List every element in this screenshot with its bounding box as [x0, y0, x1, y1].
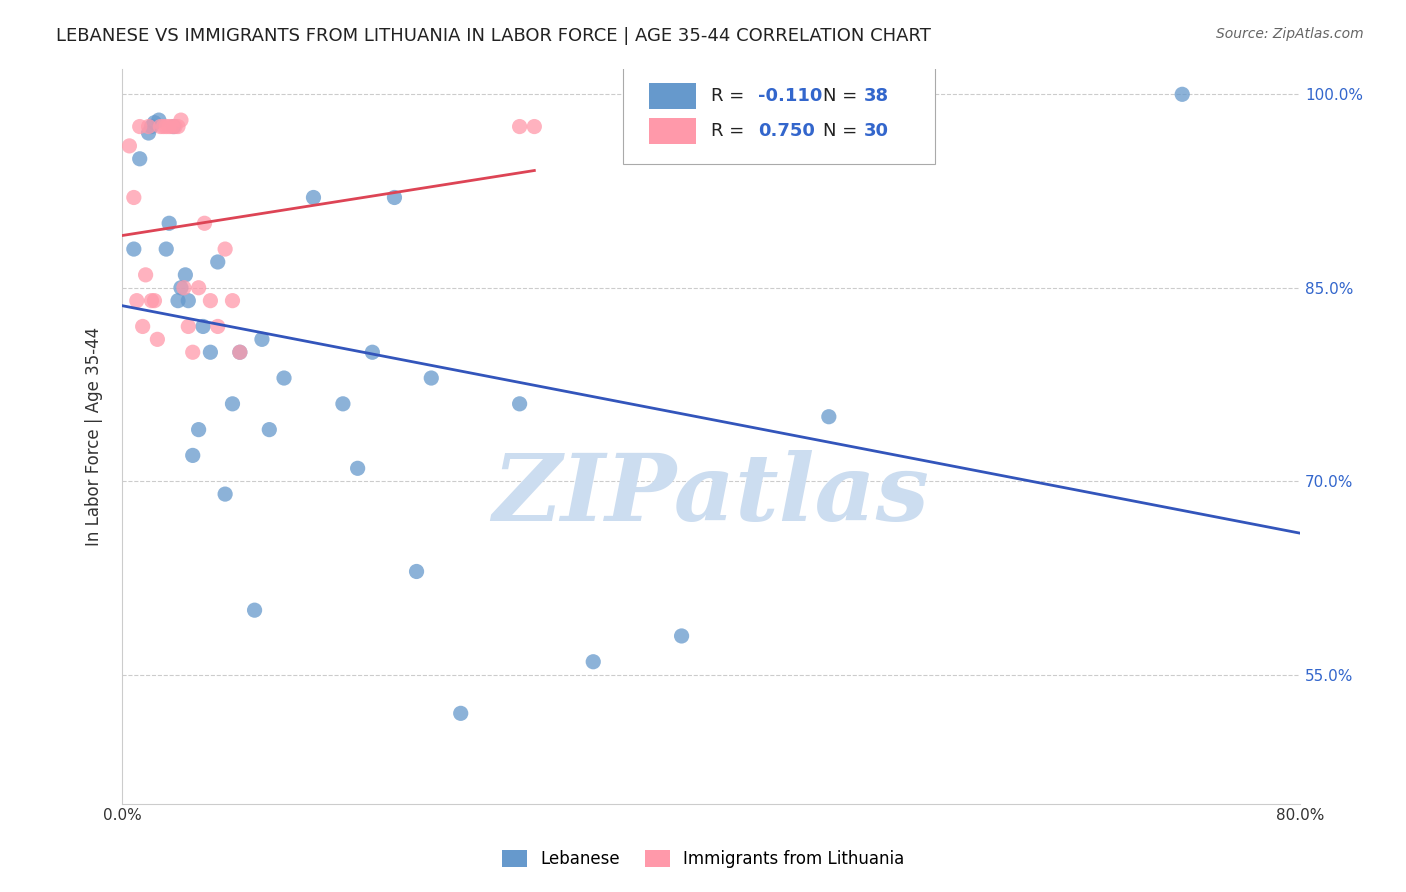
- Point: [229, 345, 252, 359]
- Point: [420, 371, 443, 385]
- Point: [167, 120, 190, 134]
- Text: R =: R =: [711, 87, 749, 105]
- Point: [143, 293, 166, 308]
- Text: N =: N =: [823, 122, 863, 140]
- Point: [118, 139, 141, 153]
- Point: [122, 242, 145, 256]
- Point: [221, 293, 243, 308]
- Point: [148, 113, 170, 128]
- FancyBboxPatch shape: [623, 65, 935, 164]
- Point: [177, 319, 200, 334]
- Text: Source: ZipAtlas.com: Source: ZipAtlas.com: [1216, 27, 1364, 41]
- Point: [174, 268, 197, 282]
- Point: [405, 565, 427, 579]
- Text: ZIPatlas: ZIPatlas: [492, 450, 929, 540]
- Point: [149, 120, 172, 134]
- Point: [155, 242, 177, 256]
- Point: [152, 120, 174, 134]
- Point: [187, 281, 209, 295]
- Point: [214, 242, 236, 256]
- Point: [200, 345, 222, 359]
- Point: [157, 120, 180, 134]
- Point: [167, 293, 190, 308]
- Point: [221, 397, 243, 411]
- Point: [250, 332, 273, 346]
- Point: [128, 120, 150, 134]
- Bar: [648, 83, 696, 109]
- Point: [200, 293, 222, 308]
- Point: [141, 120, 163, 134]
- Point: [384, 190, 406, 204]
- Point: [122, 190, 145, 204]
- Point: [214, 487, 236, 501]
- Point: [138, 120, 160, 134]
- Point: [187, 423, 209, 437]
- Point: [125, 293, 148, 308]
- Point: [157, 216, 180, 230]
- Point: [817, 409, 839, 424]
- Point: [450, 706, 472, 721]
- Point: [229, 345, 252, 359]
- Point: [191, 319, 214, 334]
- Point: [1171, 87, 1194, 102]
- Point: [170, 281, 193, 295]
- Point: [160, 120, 183, 134]
- Point: [170, 113, 193, 128]
- Point: [273, 371, 295, 385]
- Bar: [648, 118, 696, 144]
- Point: [509, 120, 531, 134]
- Point: [143, 116, 166, 130]
- Text: 38: 38: [865, 87, 890, 105]
- Text: 0.750: 0.750: [758, 122, 815, 140]
- Text: -0.110: -0.110: [758, 87, 823, 105]
- Point: [165, 120, 187, 134]
- Point: [523, 120, 546, 134]
- Point: [243, 603, 266, 617]
- Point: [207, 319, 229, 334]
- Point: [361, 345, 384, 359]
- Point: [193, 216, 215, 230]
- Text: LEBANESE VS IMMIGRANTS FROM LITHUANIA IN LABOR FORCE | AGE 35-44 CORRELATION CHA: LEBANESE VS IMMIGRANTS FROM LITHUANIA IN…: [56, 27, 931, 45]
- Point: [155, 120, 177, 134]
- Point: [128, 152, 150, 166]
- Point: [207, 255, 229, 269]
- Point: [146, 332, 169, 346]
- Y-axis label: In Labor Force | Age 35-44: In Labor Force | Age 35-44: [86, 326, 103, 546]
- Point: [671, 629, 693, 643]
- Point: [135, 268, 157, 282]
- Point: [302, 190, 325, 204]
- Point: [332, 397, 354, 411]
- Point: [177, 293, 200, 308]
- Point: [162, 120, 184, 134]
- Text: N =: N =: [823, 87, 863, 105]
- Text: R =: R =: [711, 122, 749, 140]
- Point: [181, 449, 204, 463]
- Point: [131, 319, 153, 334]
- Text: 30: 30: [865, 122, 889, 140]
- Point: [509, 397, 531, 411]
- Point: [346, 461, 368, 475]
- Point: [141, 293, 163, 308]
- Point: [138, 126, 160, 140]
- Point: [582, 655, 605, 669]
- Legend: Lebanese, Immigrants from Lithuania: Lebanese, Immigrants from Lithuania: [495, 843, 911, 875]
- Point: [259, 423, 281, 437]
- Point: [173, 281, 195, 295]
- Point: [181, 345, 204, 359]
